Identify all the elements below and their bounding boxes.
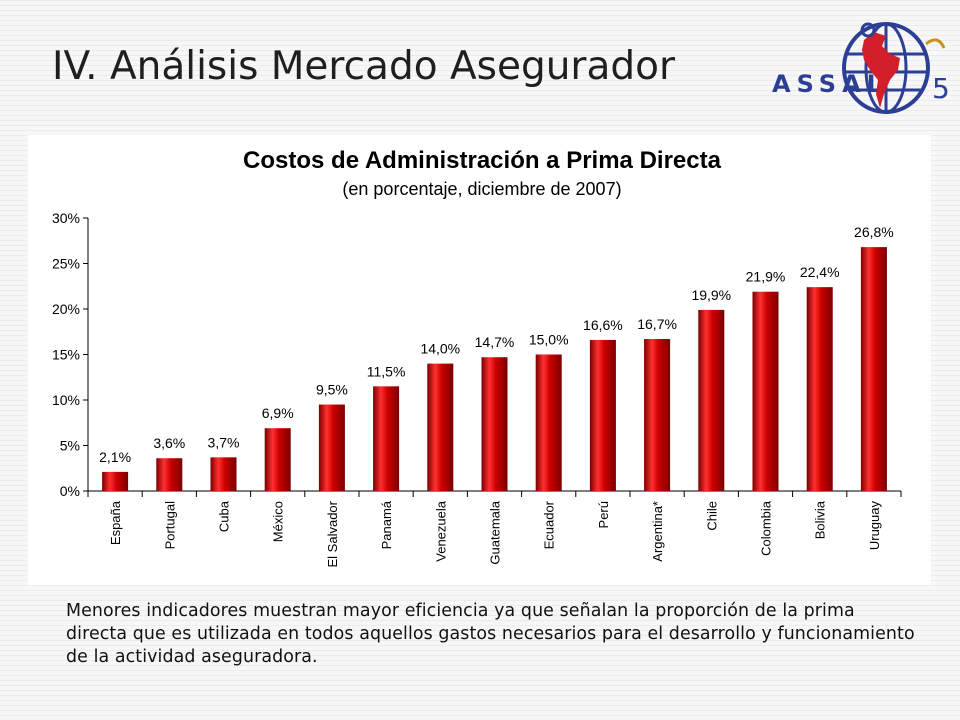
category-label: Uruguay [867,501,882,551]
value-label: 6,9% [262,405,294,421]
globe-icon: 5 [842,22,950,114]
bar-10 [589,339,616,491]
category-label: Ecuador [542,500,557,549]
y-tick-label: 20% [52,301,80,317]
slide-title: IV. Análisis Mercado Asegurador [52,44,676,89]
category-label: Argentina* [650,501,665,562]
bar-2 [156,458,183,491]
category-label: Panamá [379,500,394,549]
bar-6 [373,386,400,491]
chart-title: Costos de Administración a Prima Directa [243,147,722,174]
logo-text: ASSAL [772,70,888,98]
category-label: Chile [704,501,719,531]
bar-8 [481,357,508,491]
value-label: 22,4% [800,264,840,280]
value-label: 16,7% [637,316,677,332]
value-label: 16,6% [583,317,623,333]
value-label: 3,7% [208,434,240,450]
bar-1 [102,471,129,491]
category-label: México [271,501,286,542]
svg-text:5: 5 [932,72,950,105]
y-tick-label: 30% [52,210,80,226]
y-tick-label: 5% [60,438,80,454]
bar-4 [264,428,291,491]
value-label: 2,1% [99,449,131,465]
category-label: Portugal [162,501,177,550]
bar-chart: Costos de Administración a Prima Directa… [52,147,902,567]
value-label: 19,9% [691,287,731,303]
plot-area: 0% 5% 10% 15% 20% 25% 30% 2,1% España 3,6% Portuga… [52,210,902,567]
bar-15 [860,247,887,491]
chart-panel: Costos de Administración a Prima Directa… [28,135,931,585]
category-label: Guatemala [488,500,503,564]
category-label: El Salvador [325,500,340,567]
bar-7 [427,363,454,491]
value-label: 21,9% [746,269,786,285]
category-label: Bolivia [813,500,828,539]
value-label: 11,5% [367,363,406,379]
bar-13 [752,291,779,491]
caption-text: Menores indicadores muestran mayor efici… [66,601,915,667]
bar-14 [806,287,833,491]
value-label: 3,6% [153,435,185,451]
value-label: 14,0% [420,341,460,357]
bar-3 [210,457,237,491]
category-label: Colombia [759,500,774,556]
value-label: 9,5% [316,382,348,398]
bar-11 [644,339,671,491]
chart-subtitle: (en porcentaje, diciembre de 2007) [342,179,621,199]
y-tick-label: 10% [52,392,80,408]
y-tick-label: 0% [60,483,80,499]
category-label: España [108,500,123,545]
value-label: 15,0% [529,332,569,348]
y-tick-label: 25% [52,256,80,272]
category-label: Cuba [217,500,232,532]
y-tick-label: 15% [52,347,80,363]
bar-12 [698,309,725,491]
bar-5 [318,404,345,491]
value-label: 14,7% [475,334,515,350]
category-label: Perú [596,501,611,528]
value-label: 26,8% [854,224,894,240]
assal-logo: ASSAL 5 [772,14,952,120]
category-label: Venezuela [433,500,448,561]
bar-9 [535,354,562,491]
